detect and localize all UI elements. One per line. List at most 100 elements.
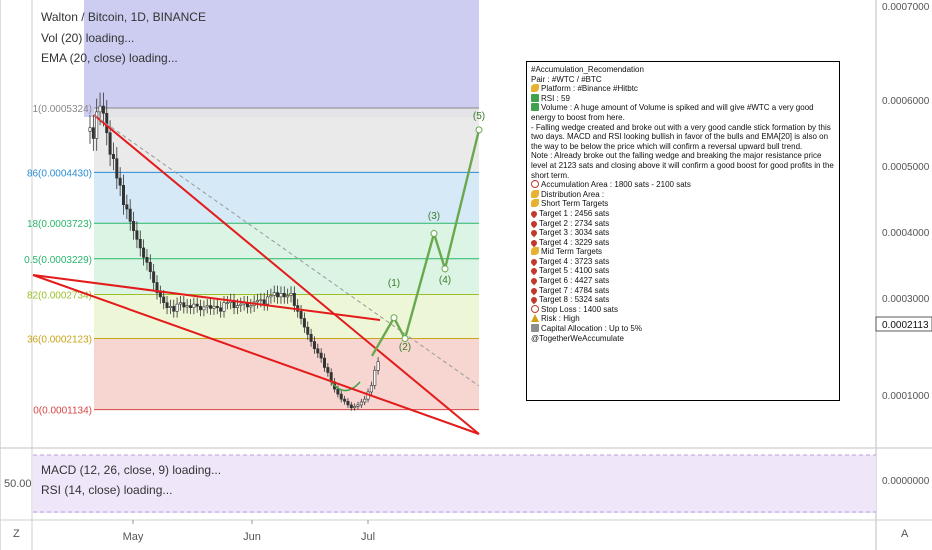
pushpin-icon	[529, 286, 539, 295]
note-line: Target 8 : 5324 sats	[529, 295, 835, 305]
price-axis-tick: 0.0007000	[882, 2, 930, 13]
candle-body	[165, 302, 169, 309]
note-line: Capital Allocation : Up to 5%	[531, 324, 835, 334]
elliott-projection-path[interactable]	[370, 129, 481, 357]
projection-node	[390, 314, 398, 322]
note-text: Note : Already broke out the falling wed…	[531, 151, 834, 180]
note-text: Risk : High	[541, 314, 580, 324]
fib-level-label: 82(0.0002734)	[27, 290, 92, 301]
note-text: @TogetherWeAccumulate	[531, 333, 624, 343]
candle-body	[175, 303, 179, 312]
candle-body	[91, 127, 95, 139]
indicator-pane-bg	[33, 455, 876, 513]
note-text: Capital Allocation : Up to 5%	[541, 324, 642, 334]
warning-icon	[531, 314, 539, 323]
note-text: Target 8 : 5324 sats	[539, 295, 610, 305]
note-text: Pair : #WTC / #BTC	[531, 74, 602, 84]
candle-body	[138, 239, 142, 249]
candle-body	[222, 302, 226, 312]
target-circle-icon	[531, 180, 539, 189]
note-text: Target 1 : 2456 sats	[539, 208, 610, 218]
rsi-level-value: 50.00	[4, 478, 32, 490]
pushpin-icon	[529, 219, 539, 228]
note-line: Volume : A huge amount of Volume is spik…	[531, 103, 835, 122]
fib-level-label: 1(0.0005324)	[33, 104, 93, 115]
pointing-hand-icon	[531, 247, 539, 256]
note-line: RSI : 59	[531, 93, 835, 104]
price-axis-tick: 0.0001000	[882, 391, 930, 402]
wedge-lower-line[interactable]	[32, 274, 381, 321]
candle-body	[95, 111, 99, 139]
note-text: Target 3 : 3034 sats	[539, 228, 610, 238]
ema-indicator-label[interactable]: EMA (20, close) loading...	[41, 51, 178, 65]
wedge-upper-line[interactable]	[93, 114, 480, 435]
candle-body	[309, 334, 313, 342]
note-line: Distribution Area :	[531, 189, 835, 200]
candle-body	[259, 299, 263, 302]
current-price-tag	[875, 316, 932, 332]
pushpin-icon	[529, 238, 539, 247]
candle-body	[189, 305, 193, 309]
trend-dashed-line[interactable]	[93, 114, 480, 387]
chart-title: Walton / Bitcoin, 1D, BINANCE	[41, 10, 206, 24]
note-line: Target 2 : 2734 sats	[529, 219, 835, 229]
candle-body	[363, 398, 367, 403]
fib-band	[94, 172, 479, 224]
candle-body	[336, 388, 340, 395]
candle-body	[235, 305, 239, 309]
time-axis-label: Jul	[361, 531, 375, 543]
candle-body	[356, 404, 360, 407]
note-text: Stop Loss : 1400 sats	[541, 304, 618, 314]
candle-body	[326, 367, 330, 373]
capital-icon	[531, 324, 539, 333]
fib-level-label: 0.5(0.0003229)	[24, 255, 92, 266]
candles	[88, 92, 380, 411]
note-text: Target 4 : 3229 sats	[539, 237, 610, 247]
pushpin-icon	[529, 228, 539, 238]
note-text: Accumulation Area : 1800 sats - 2100 sat…	[541, 180, 691, 190]
wave-label: (5)	[473, 111, 485, 122]
candle-body	[158, 292, 162, 298]
candle-body	[312, 341, 316, 350]
candle-body	[111, 154, 115, 159]
zoom-button[interactable]: Z	[13, 528, 20, 540]
note-line: Target 1 : 2456 sats	[529, 208, 835, 219]
rsi-indicator-label[interactable]: RSI (14, close) loading...	[41, 483, 173, 497]
candle-body	[182, 302, 186, 308]
macd-indicator-label[interactable]: MACD (12, 26, close, 9) loading...	[41, 463, 222, 477]
candle-body	[262, 299, 266, 305]
projection-node	[401, 335, 409, 343]
candle-body	[115, 158, 119, 179]
note-line: Platform : #Binance #Hitbtc	[531, 84, 835, 94]
note-line: @TogetherWeAccumulate	[531, 334, 835, 344]
candle-body	[373, 370, 377, 386]
stop-icon	[531, 304, 539, 313]
note-text: Volume : A huge amount of Volume is spik…	[531, 103, 814, 122]
candle-body	[101, 105, 105, 114]
volume-icon	[531, 103, 539, 112]
wedge-support-line[interactable]	[32, 274, 480, 435]
note-text: Short Term Targets	[541, 199, 609, 209]
note-line: Target 3 : 3034 sats	[529, 228, 835, 238]
candle-body	[339, 393, 343, 400]
time-axis-label: May	[123, 531, 144, 543]
candle-body	[122, 185, 126, 206]
candle-body	[255, 300, 259, 303]
pointing-hand-icon	[531, 189, 539, 198]
candle-body	[128, 208, 132, 222]
pointing-hand-icon	[531, 84, 539, 93]
note-text: Target 6 : 4427 sats	[539, 276, 610, 286]
auto-scale-button[interactable]: A	[901, 528, 909, 540]
projection-node	[430, 230, 438, 238]
candle-body	[346, 400, 350, 406]
candle-body	[172, 305, 176, 312]
note-line: Stop Loss : 1400 sats	[531, 304, 835, 315]
price-axis-tick: 0.0006000	[882, 96, 930, 107]
vol-indicator-label[interactable]: Vol (20) loading...	[41, 31, 135, 45]
note-line: Target 6 : 4427 sats	[529, 276, 835, 286]
fib-level-label: 86(0.0004430)	[27, 168, 92, 179]
candle-body	[142, 247, 146, 258]
note-line: Target 4 : 3229 sats	[529, 237, 835, 248]
note-line: Pair : #WTC / #BTC	[531, 75, 835, 85]
